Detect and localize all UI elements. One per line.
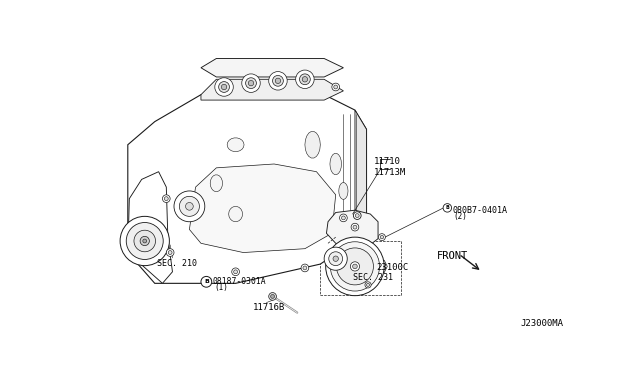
Polygon shape [305, 131, 320, 158]
Circle shape [355, 214, 359, 218]
Circle shape [378, 234, 385, 241]
Circle shape [246, 78, 257, 89]
Text: 11716B: 11716B [253, 302, 285, 312]
Circle shape [215, 78, 234, 96]
Circle shape [333, 256, 339, 262]
Circle shape [269, 71, 287, 90]
Polygon shape [128, 172, 172, 283]
Circle shape [232, 268, 239, 276]
Circle shape [174, 191, 205, 222]
Circle shape [219, 81, 230, 92]
Text: 08187-0301A: 08187-0301A [212, 277, 266, 286]
Text: 23100C: 23100C [376, 263, 409, 272]
Circle shape [179, 196, 200, 217]
Text: SEC. 210: SEC. 210 [157, 259, 197, 268]
Circle shape [443, 203, 452, 212]
Circle shape [234, 270, 237, 274]
Circle shape [332, 83, 340, 91]
Circle shape [353, 264, 357, 269]
Circle shape [365, 282, 371, 288]
Circle shape [140, 236, 149, 246]
Polygon shape [189, 164, 336, 253]
Circle shape [143, 239, 147, 243]
Circle shape [242, 74, 260, 92]
Text: (1): (1) [214, 283, 228, 292]
Text: B: B [445, 205, 449, 211]
Polygon shape [228, 206, 243, 222]
Circle shape [164, 197, 168, 201]
Text: J23000MA: J23000MA [520, 319, 563, 328]
Circle shape [351, 223, 359, 231]
Circle shape [329, 252, 342, 266]
Circle shape [301, 264, 308, 272]
Text: 080B7-0401A: 080B7-0401A [452, 206, 508, 215]
Circle shape [380, 235, 383, 239]
Polygon shape [201, 79, 344, 100]
Circle shape [168, 251, 172, 254]
Circle shape [166, 249, 174, 256]
Circle shape [353, 212, 361, 219]
Polygon shape [355, 110, 367, 241]
Text: B: B [204, 279, 209, 284]
Circle shape [163, 195, 170, 202]
Text: 11710: 11710 [374, 157, 401, 166]
Circle shape [271, 295, 275, 298]
Circle shape [134, 230, 156, 252]
Circle shape [353, 225, 357, 229]
Text: SEC. 231: SEC. 231 [353, 273, 393, 282]
Circle shape [120, 217, 170, 266]
Circle shape [221, 84, 227, 90]
Circle shape [342, 216, 346, 220]
Polygon shape [330, 153, 342, 174]
Circle shape [334, 85, 338, 89]
Text: 11713M: 11713M [374, 168, 406, 177]
Circle shape [273, 76, 284, 86]
Circle shape [350, 262, 360, 271]
Circle shape [201, 276, 212, 287]
Polygon shape [376, 260, 387, 273]
Circle shape [296, 70, 314, 89]
Circle shape [300, 74, 310, 85]
Circle shape [269, 293, 276, 300]
Circle shape [126, 222, 163, 260]
Circle shape [324, 247, 348, 270]
Circle shape [337, 248, 373, 285]
Circle shape [302, 77, 308, 82]
Circle shape [303, 266, 307, 270]
Circle shape [275, 78, 281, 84]
Circle shape [248, 80, 253, 86]
Polygon shape [128, 95, 367, 283]
Polygon shape [326, 210, 378, 249]
Circle shape [367, 283, 369, 286]
Text: FRONT: FRONT [437, 251, 468, 261]
Polygon shape [227, 138, 244, 151]
Circle shape [340, 214, 348, 222]
Polygon shape [210, 175, 223, 192]
Circle shape [326, 237, 384, 296]
Text: (2): (2) [454, 212, 467, 221]
Polygon shape [201, 58, 344, 77]
Circle shape [186, 202, 193, 210]
Polygon shape [339, 183, 348, 199]
Circle shape [330, 242, 380, 291]
